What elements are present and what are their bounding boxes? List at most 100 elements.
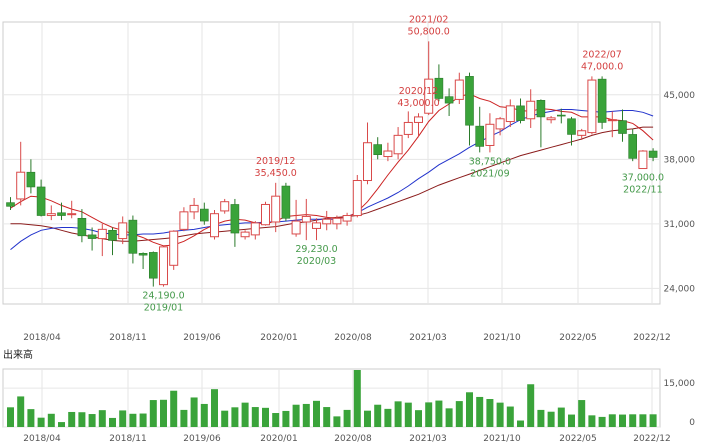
date-tick-label: 2018/11	[109, 333, 146, 343]
high-price-label: 35,450.0	[255, 168, 297, 179]
candle-body	[587, 79, 597, 134]
low-price-label: 37,000.0	[622, 173, 664, 184]
candle-down	[77, 209, 87, 243]
price-panel	[2, 21, 661, 305]
candle-down	[108, 227, 117, 256]
candle-up	[393, 127, 403, 160]
volume-bar	[425, 402, 433, 427]
date-tick-label-bottom: 2019/06	[183, 434, 221, 444]
volume-bar	[119, 410, 127, 427]
candle-up	[97, 223, 107, 257]
volume-bar	[109, 417, 116, 427]
candle-up	[414, 113, 423, 138]
volume-bar	[323, 407, 331, 427]
low-date-label: 2019/01	[144, 303, 183, 314]
candle-up	[118, 216, 128, 245]
candle-up	[301, 198, 311, 241]
candle-body	[332, 217, 342, 225]
candle-body	[393, 134, 403, 155]
candle-body	[250, 222, 260, 236]
candle-body	[26, 171, 36, 188]
volume-bar	[88, 414, 96, 427]
candle-body	[189, 204, 199, 213]
candle-body	[138, 253, 148, 256]
candle-body	[536, 100, 546, 118]
candle-up	[240, 230, 250, 240]
candle-up	[505, 99, 515, 128]
candle-up	[526, 89, 536, 128]
candle-body	[516, 105, 525, 121]
volume-bar	[68, 411, 76, 427]
candle-up	[220, 198, 230, 214]
date-tick-label: 2020/01	[260, 333, 297, 343]
volume-bar	[364, 410, 371, 427]
low-date-label: 2022/11	[623, 185, 662, 196]
candle-body	[556, 114, 566, 117]
candle-down	[200, 202, 209, 225]
volume-bar	[272, 413, 280, 427]
candle-body	[465, 76, 474, 126]
candle-up	[383, 142, 393, 162]
candle-body	[322, 218, 332, 225]
high-date-label: 2019/12	[256, 156, 295, 167]
candle-body	[434, 77, 444, 99]
volume-bar	[180, 409, 188, 427]
date-tick-label-bottom: 2018/11	[109, 434, 146, 444]
candle-down	[648, 148, 658, 162]
volume-bar	[262, 407, 269, 427]
date-tick-label-bottom: 2022/12	[633, 434, 670, 444]
low-date-label: 2020/03	[297, 256, 336, 267]
candle-up	[495, 116, 505, 136]
volume-bar	[506, 406, 514, 427]
price-plot-area	[2, 21, 661, 305]
volume-bar	[313, 400, 320, 427]
candle-down	[281, 182, 291, 222]
date-tick-label-bottom: 2020/01	[260, 434, 297, 444]
date-tick-label: 2021/10	[483, 333, 521, 343]
candle-up	[352, 174, 362, 218]
candle-up	[189, 198, 199, 220]
candle-up	[322, 210, 332, 231]
candle-body	[373, 144, 383, 156]
volume-bar	[139, 413, 147, 427]
candle-up	[261, 201, 270, 226]
candle-down	[556, 108, 566, 124]
volume-bar	[353, 370, 361, 427]
volume-bar	[200, 403, 208, 427]
candle-body	[230, 204, 240, 234]
price-tick-label: 24,000	[664, 284, 696, 294]
candle-body	[526, 100, 536, 120]
candle-down	[465, 72, 474, 146]
candle-body	[291, 220, 301, 235]
candle-down	[536, 99, 546, 148]
candle-body	[618, 120, 627, 134]
date-axis-bottom: 2018/04 2018/11 2019/06 2020/01 2020/08 2021/…	[23, 434, 670, 444]
volume-tick-label: 0	[689, 418, 695, 428]
candle-body	[149, 252, 158, 279]
volume-tick-label: 15,000	[664, 379, 696, 389]
price-axis: 24,000 31,000 38,000 45,000	[664, 91, 696, 295]
high-price-label: 47,000.0	[581, 61, 623, 72]
volume-bar	[435, 400, 443, 427]
date-tick-label-bottom: 2021/10	[483, 434, 521, 444]
candle-down	[597, 76, 607, 129]
volume-bar	[404, 402, 412, 427]
date-tick-label-bottom: 2018/04	[23, 434, 61, 444]
candle-down	[434, 64, 444, 102]
volume-bars	[7, 370, 657, 427]
volume-bar	[58, 422, 65, 427]
candle-up	[169, 230, 179, 270]
volume-bar	[639, 414, 647, 427]
volume-bar	[445, 408, 453, 427]
volume-bar	[374, 404, 382, 427]
candle-down	[6, 197, 15, 210]
volume-bar	[517, 420, 524, 427]
low-price-label: 29,230.0	[295, 244, 337, 255]
volume-bar	[598, 416, 606, 427]
candle-down	[516, 98, 525, 124]
volume-bar	[333, 416, 341, 427]
volume-bar	[557, 407, 565, 427]
volume-bar	[486, 399, 494, 427]
high-date-label: 2020/12	[399, 86, 438, 97]
